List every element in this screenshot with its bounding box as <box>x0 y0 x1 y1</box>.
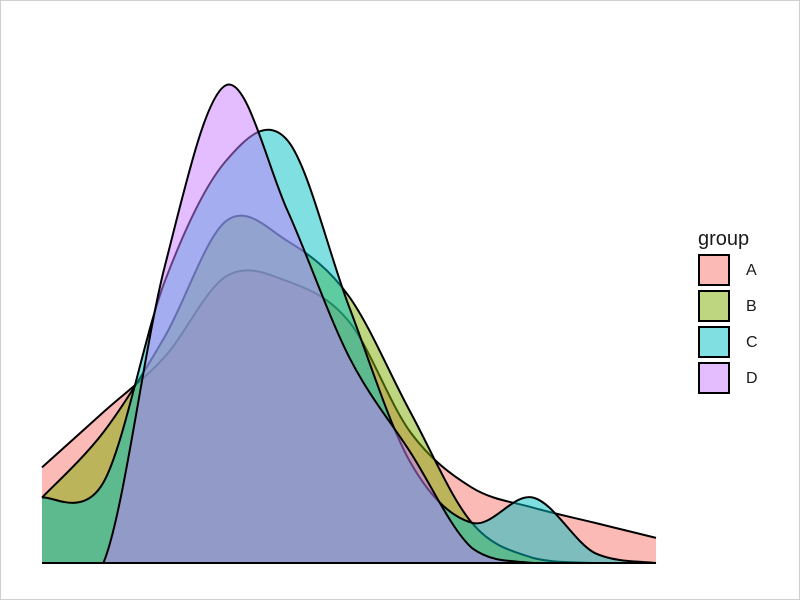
legend-key-d <box>698 362 730 394</box>
legend-label-c: C <box>746 334 758 351</box>
legend-key-b <box>698 290 730 322</box>
legend-key-a <box>698 254 730 286</box>
legend-label-d: D <box>746 370 758 387</box>
legend-title: group <box>698 228 750 250</box>
legend: group A B C D <box>698 226 788 398</box>
legend-label-b: B <box>746 298 757 315</box>
legend-item-a: A <box>698 254 788 290</box>
legend-item-b: B <box>698 290 788 326</box>
density-line-c <box>41 128 657 564</box>
legend-key-c <box>698 326 730 358</box>
legend-item-d: D <box>698 362 788 398</box>
density-area-d <box>42 84 656 563</box>
legend-item-c: C <box>698 326 788 362</box>
legend-label-a: A <box>746 262 757 279</box>
